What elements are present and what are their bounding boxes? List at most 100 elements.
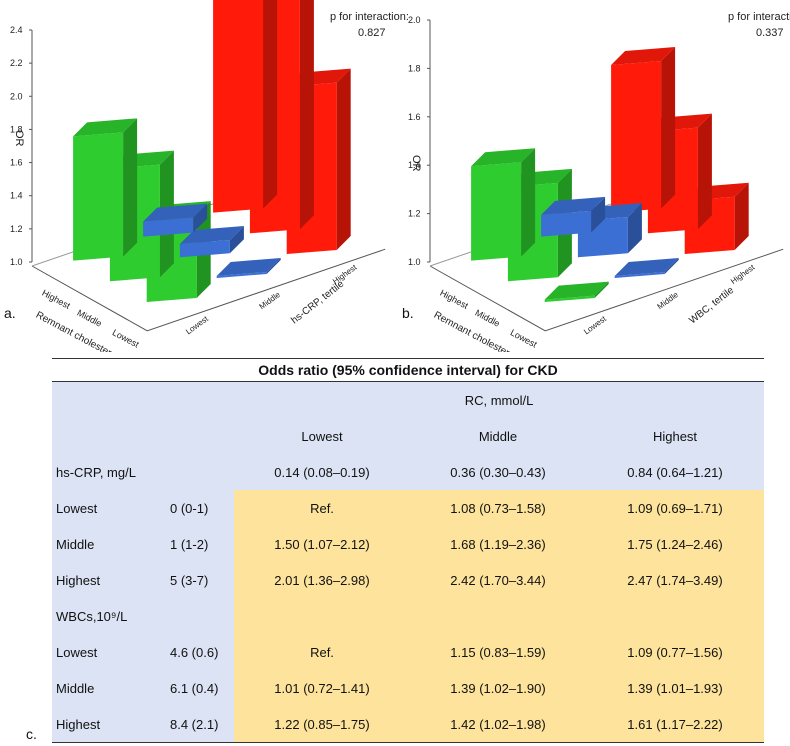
bar-front	[471, 162, 522, 261]
col-header-middle: Middle	[410, 418, 586, 454]
y-tick-label: 1.8	[408, 63, 421, 73]
table-grid: RC, mmol/L Lowest Middle Highest hs-CRP,…	[52, 382, 764, 743]
rc-range-cell: 0.84 (0.64–1.21)	[586, 454, 764, 490]
bar-lowest-0	[541, 196, 606, 237]
y-tick-label: 1.0	[10, 257, 23, 267]
col-header-lowest: Lowest	[234, 418, 410, 454]
bar-side	[229, 226, 244, 254]
table-row: Middle 6.1 (0.4) 1.01 (0.72–1.41) 1.39 (…	[52, 670, 764, 706]
bar-front	[179, 240, 230, 258]
row-label: Middle	[52, 526, 164, 562]
z-axis-title: WBC, tertile	[687, 285, 736, 327]
bar-side	[521, 148, 536, 257]
bar-side	[664, 258, 679, 274]
table-row: Middle 1 (1-2) 1.50 (1.07–2.12) 1.68 (1.…	[52, 526, 764, 562]
row-label: Middle	[52, 670, 164, 706]
bar-top	[143, 203, 208, 222]
bar-top	[179, 226, 244, 245]
bar-front	[611, 60, 662, 213]
bar-front	[73, 132, 124, 261]
y-tick-label: 2.2	[10, 58, 23, 68]
x-tick-label: Lowest	[509, 327, 539, 349]
bar-lowest-1	[179, 226, 244, 258]
y-tick-label: 2.4	[10, 25, 23, 35]
panel-label: b.	[402, 305, 414, 321]
hscrp-label: hs-CRP, mg/L	[52, 454, 234, 490]
bar-side	[594, 281, 609, 298]
floor-edge	[429, 248, 784, 332]
rc-range-cell: 0.36 (0.30–0.43)	[410, 454, 586, 490]
bar-side	[336, 68, 351, 250]
bar-side	[123, 118, 138, 257]
bar-front	[216, 272, 267, 278]
row-value: 5 (3-7)	[164, 562, 234, 598]
or-cell: 1.50 (1.07–2.12)	[234, 526, 410, 562]
or-cell: 1.42 (1.02–1.98)	[410, 706, 586, 743]
or-cell: 2.01 (1.36–2.98)	[234, 562, 410, 598]
row-label: Highest	[52, 562, 164, 598]
y-tick-label: 2.0	[408, 15, 421, 25]
bar-middle-0	[73, 118, 138, 261]
bar-highest-0	[611, 46, 676, 213]
bar-front	[544, 295, 595, 302]
bar-top	[541, 196, 606, 215]
bar-front	[143, 217, 194, 237]
bar-side	[299, 0, 314, 230]
panel-label-c: c.	[26, 726, 37, 742]
row-value: 8.4 (2.1)	[164, 706, 234, 743]
y-tick-label: 1.0	[408, 257, 421, 267]
y-tick-label: 2.0	[10, 91, 23, 101]
table-row: Lowest 4.6 (0.6) Ref. 1.15 (0.83–1.59) 1…	[52, 634, 764, 670]
row-label: Highest	[52, 706, 164, 743]
z-axis-title: hs-CRP, tertile	[289, 278, 346, 326]
or-cell: 1.15 (0.83–1.59)	[410, 634, 586, 670]
or-table: Odds ratio (95% confidence interval) for…	[52, 358, 764, 743]
bar-side	[697, 113, 712, 230]
bar-top	[73, 118, 138, 137]
table-title: Odds ratio (95% confidence interval) for…	[52, 358, 764, 382]
bar-lowest-2	[614, 258, 679, 278]
or-cell: 1.09 (0.69–1.71)	[586, 490, 764, 526]
or-cell: 1.09 (0.77–1.56)	[586, 634, 764, 670]
row-value: 1 (1-2)	[164, 526, 234, 562]
table-row: Lowest 0 (0-1) Ref. 1.08 (0.73–1.58) 1.0…	[52, 490, 764, 526]
p-interaction-label: p for interaction:	[330, 11, 409, 23]
p-interaction-value: 0.337	[756, 27, 784, 39]
row-value: 0 (0-1)	[164, 490, 234, 526]
bar-side	[661, 46, 676, 209]
row-value: 6.1 (0.4)	[164, 670, 234, 706]
wbc-label: WBCs,10⁹/L	[52, 598, 234, 634]
or-cell: 1.39 (1.02–1.90)	[410, 670, 586, 706]
z-tick-label: Middle	[258, 290, 283, 311]
y-axis-title: OR	[13, 130, 25, 147]
table-row: hs-CRP, mg/L 0.14 (0.08–0.19) 0.36 (0.30…	[52, 454, 764, 490]
bar-top	[471, 148, 536, 167]
bar-side	[591, 196, 606, 233]
rc-header: RC, mmol/L	[234, 382, 764, 418]
x-tick-label: Middle	[75, 308, 103, 329]
or-cell: Ref.	[234, 634, 410, 670]
or-cell: 2.47 (1.74–3.49)	[586, 562, 764, 598]
or-cell: 1.22 (0.85–1.75)	[234, 706, 410, 743]
bar-lowest-2	[216, 258, 281, 278]
col-header-highest: Highest	[586, 418, 764, 454]
y-tick-label: 1.8	[10, 124, 23, 134]
bar-middle-2	[544, 281, 609, 302]
or-cell: Ref.	[234, 490, 410, 526]
x-tick-label: Middle	[473, 308, 501, 329]
table-row: Lowest Middle Highest	[52, 418, 764, 454]
table-row: Highest 5 (3-7) 2.01 (1.36–2.98) 2.42 (1…	[52, 562, 764, 598]
bar-front	[614, 272, 665, 278]
table-row: Highest 8.4 (2.1) 1.22 (0.85–1.75) 1.42 …	[52, 706, 764, 743]
rc-range-cell: 0.14 (0.08–0.19)	[234, 454, 410, 490]
bar-side	[263, 0, 278, 209]
bar-middle-0	[471, 148, 536, 261]
z-tick-label: Middle	[656, 290, 681, 311]
y-axis-title: OR	[410, 155, 422, 172]
chart-panel-1	[427, 19, 784, 332]
or-cell: 1.39 (1.01–1.93)	[586, 670, 764, 706]
floor-edge	[31, 248, 386, 332]
x-tick-label: Lowest	[111, 327, 141, 349]
bar-side	[266, 258, 281, 274]
bar-top	[544, 281, 609, 300]
